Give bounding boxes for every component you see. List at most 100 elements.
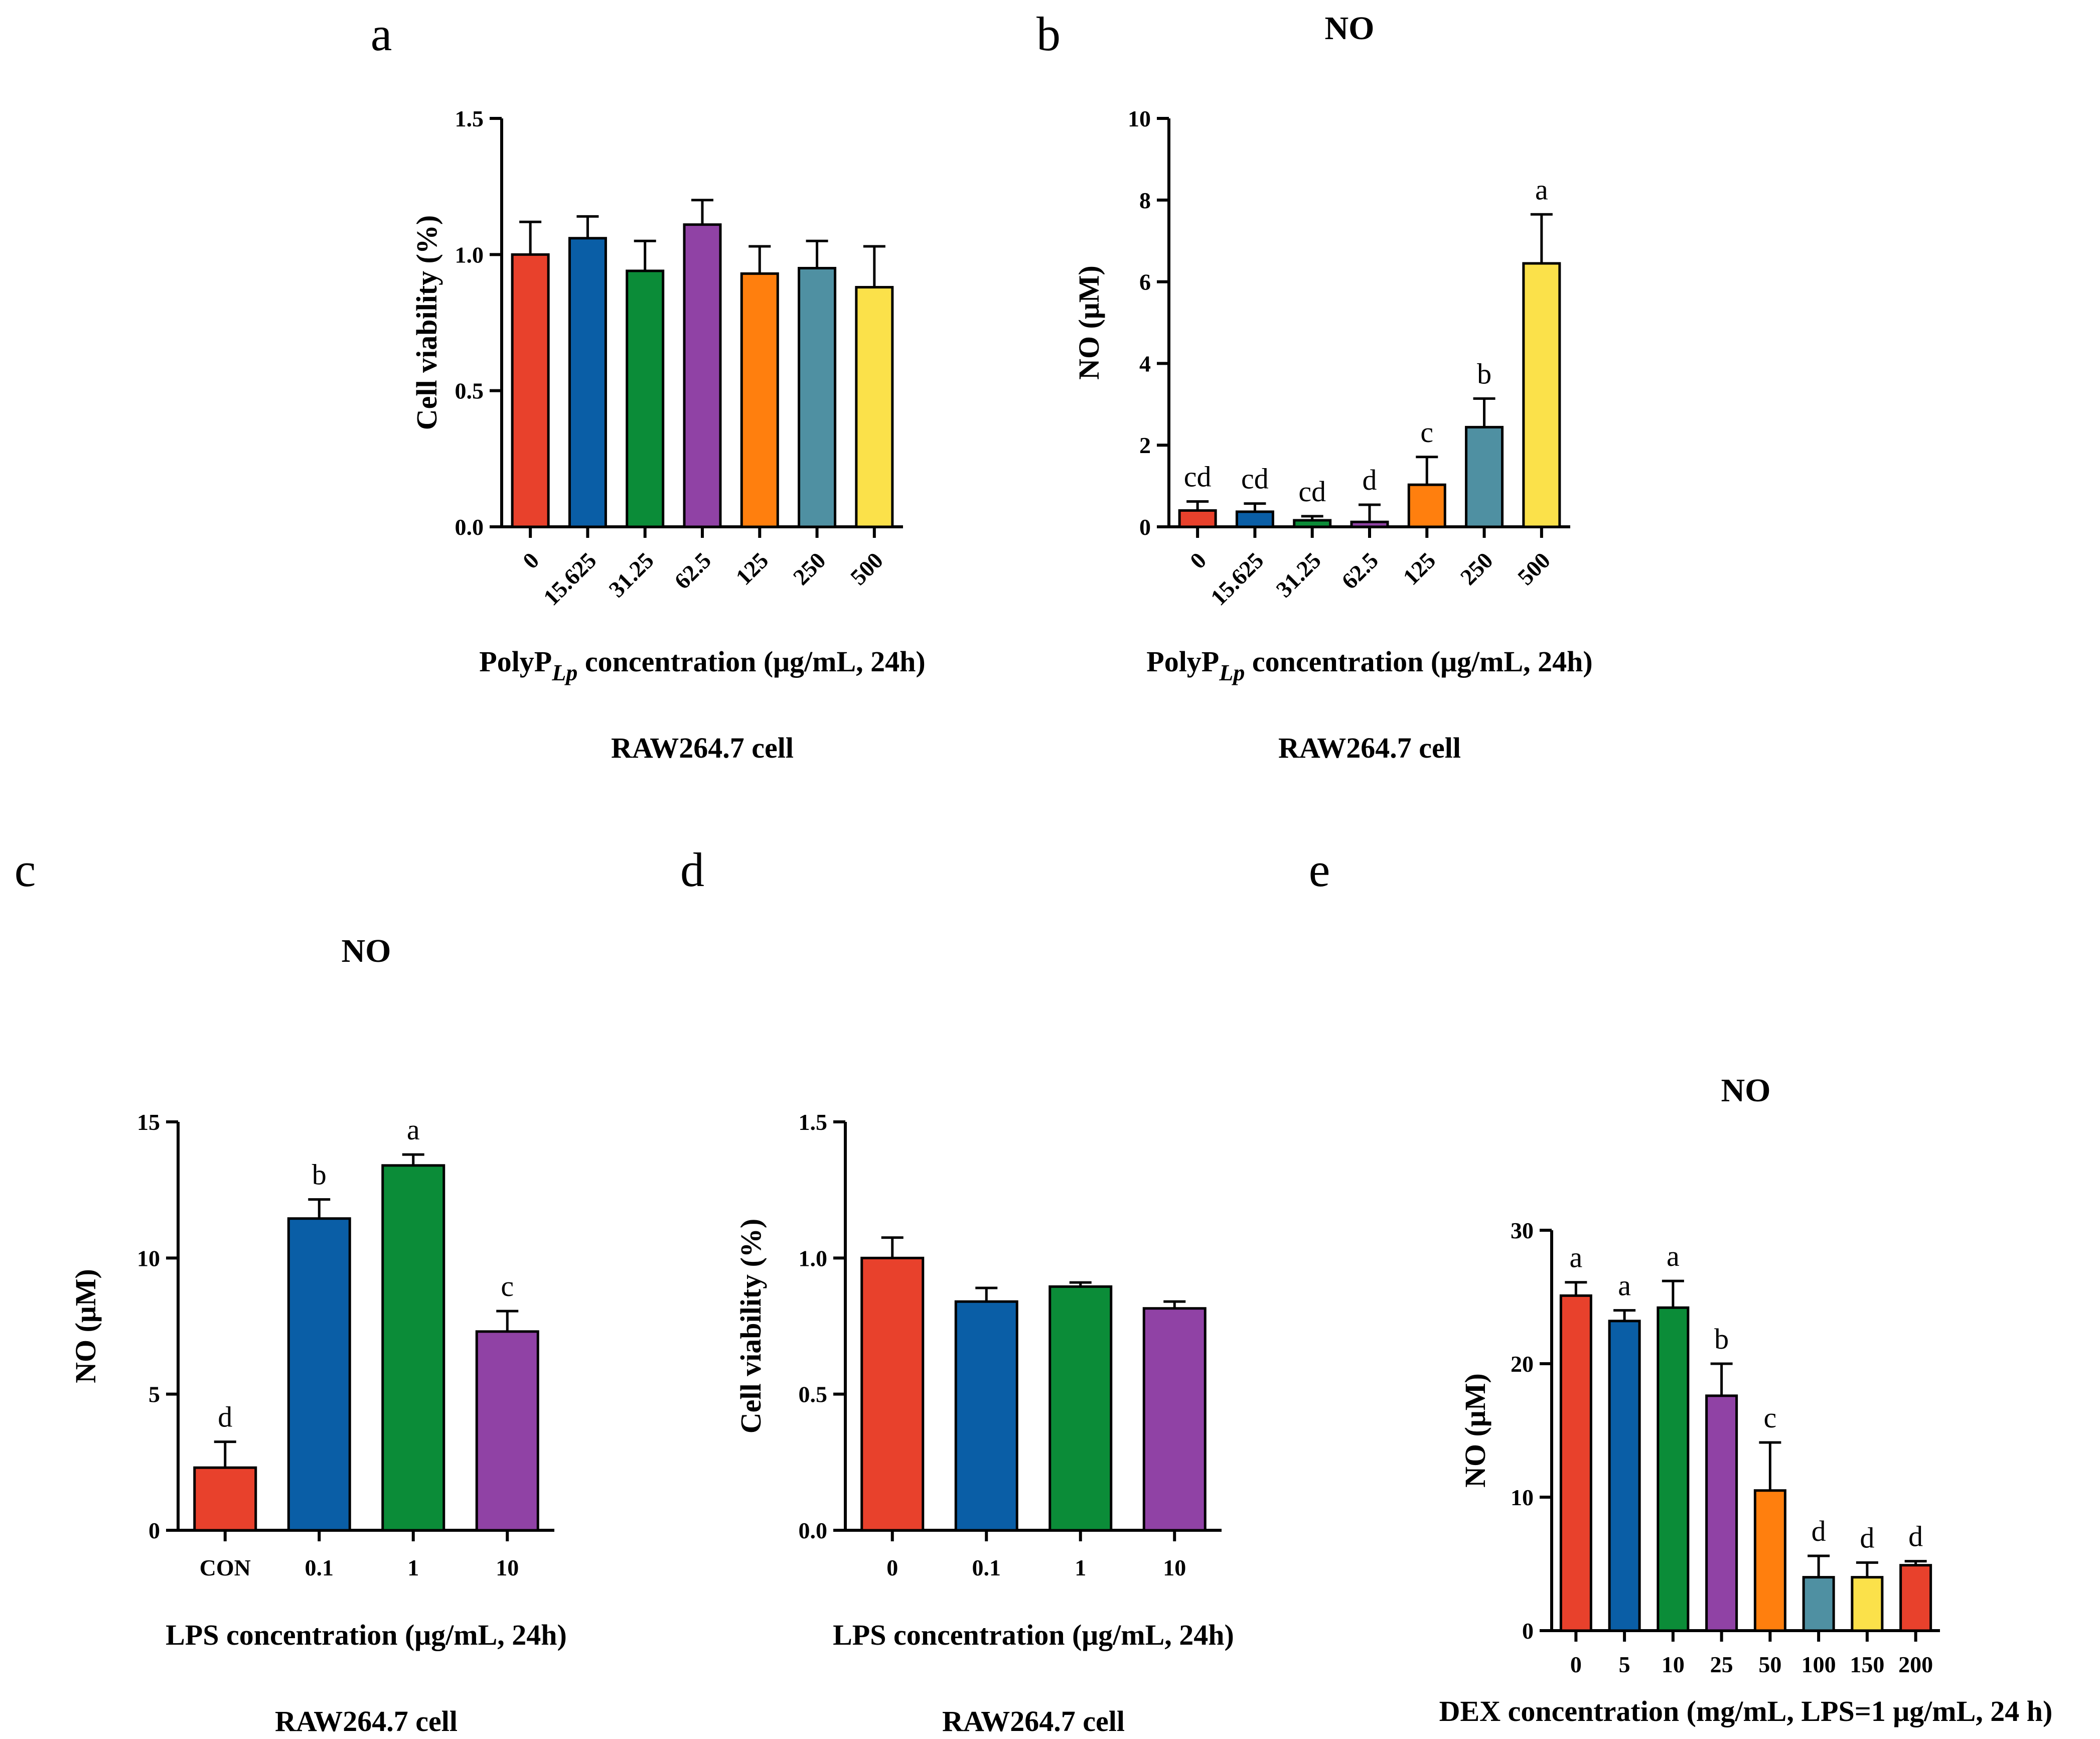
bar-500 — [1522, 262, 1561, 528]
y-tick-label: 10 — [137, 1245, 160, 1271]
bar-0 — [860, 1256, 925, 1532]
bar-15.625 — [1235, 510, 1274, 528]
x-tick-label: 50 — [1758, 1652, 1781, 1677]
y-axis-label: Cell viability (%) — [734, 1219, 767, 1434]
y-tick-label: 0.5 — [799, 1382, 828, 1407]
x-tick-label: 200 — [1898, 1652, 1933, 1677]
x-tick-label: 10 — [1662, 1652, 1685, 1677]
bar-200 — [1899, 1564, 1932, 1632]
bar-1 — [381, 1164, 445, 1532]
panel-a: a 0.0 0.5 1.0 1.5 015.625 31.25 62.5 125 250 500 Ce… — [371, 7, 926, 764]
x-tick-label: 0 — [886, 1555, 898, 1580]
y-tick-label: 0 — [1139, 514, 1151, 540]
bar-25 — [1705, 1394, 1738, 1632]
y-tick-label: 8 — [1139, 188, 1151, 213]
bar-CON — [193, 1466, 257, 1532]
y-axis-label: NO (μM) — [1459, 1373, 1491, 1488]
x-tick-label: 0.1 — [305, 1555, 334, 1580]
bar-62.5 — [683, 223, 722, 528]
y-tick-label: 1.0 — [799, 1245, 828, 1271]
significance-label: b — [1477, 357, 1491, 390]
bar-62.5 — [1350, 520, 1389, 528]
x-tick-label: 0 — [1570, 1652, 1582, 1677]
x-tick-label: 150 — [1850, 1652, 1884, 1677]
significance-label: b — [1714, 1323, 1729, 1355]
x-tick-label: 0 — [518, 547, 544, 573]
chart-title: NO — [342, 933, 391, 969]
bar-10 — [1657, 1306, 1690, 1632]
x-axis-label-suffix: concentration (μg/mL, 24h) — [577, 645, 925, 678]
bar-10 — [1142, 1307, 1207, 1532]
x-tick-label: 1 — [1075, 1555, 1086, 1580]
significance-label: a — [1667, 1240, 1680, 1272]
panel-letter: a — [371, 7, 392, 61]
x-axis-label: LPS concentration (μg/mL, 24h) — [833, 1619, 1234, 1651]
y-axis-label: NO (μM) — [1073, 265, 1105, 380]
x-tick-label: 1 — [407, 1555, 419, 1580]
y-axis-label: NO (μM) — [69, 1269, 102, 1383]
x-tick-label: 15.625 — [1206, 547, 1269, 611]
x-tick-label: 10 — [496, 1555, 519, 1580]
cell-label: RAW264.7 cell — [611, 732, 794, 764]
significance-label: c — [1764, 1401, 1777, 1434]
bar-250 — [1465, 425, 1504, 528]
x-axis-label-prefix: PolyP — [1146, 645, 1219, 678]
chart-title: NO — [1325, 10, 1375, 47]
panel-d: d 0.0 0.5 1.0 1.5 0 0.1 1 10 Cell viability (%) LP… — [680, 843, 1234, 1737]
x-tick-label: 62.5 — [669, 547, 716, 594]
y-tick-label: 10 — [1511, 1485, 1534, 1510]
bar-0.1 — [287, 1217, 351, 1532]
bar-31.25 — [1293, 519, 1332, 528]
panel-c: c NO 0 5 10 15 CON d 0.1 b 1 a 10 c NO (μM) LPS concent… — [15, 843, 567, 1737]
y-axis-label: Cell viability (%) — [410, 215, 443, 430]
significance-label: a — [1618, 1269, 1631, 1302]
x-tick-label: 250 — [788, 547, 831, 590]
panel-b: b NO 0 2 4 6 8 10 0 cd 15.625 cd 31.25 cd 62.5 d 125 c 250… — [1036, 7, 1593, 764]
y-tick-label: 6 — [1139, 269, 1151, 295]
x-tick-label: 31.25 — [604, 547, 659, 602]
bar-100 — [1802, 1576, 1835, 1632]
significance-label: a — [1535, 173, 1548, 206]
panel-letter: d — [680, 843, 704, 897]
bar-15.625 — [568, 237, 607, 528]
bar-50 — [1753, 1489, 1786, 1632]
panel-e: e NO 0 10 20 30 0 a 5 a 10 a 25 b 50 c 100 d 150 d 200 d NO (μ… — [1309, 843, 2053, 1727]
significance-label: d — [1812, 1515, 1826, 1547]
x-tick-label: 31.25 — [1271, 547, 1326, 602]
significance-label: b — [312, 1158, 327, 1191]
bar-250 — [798, 266, 837, 528]
x-tick-label: 0.1 — [972, 1555, 1001, 1580]
bar-10 — [475, 1330, 539, 1532]
bar-0 — [1178, 509, 1217, 528]
panel-letter: b — [1036, 7, 1061, 61]
y-tick-label: 1.0 — [455, 242, 484, 267]
x-tick-label: 15.625 — [538, 547, 602, 611]
chart-title: NO — [1721, 1072, 1771, 1109]
cell-label: RAW264.7 cell — [275, 1705, 458, 1737]
x-tick-label: 5 — [1619, 1652, 1630, 1677]
panel-letter: e — [1309, 843, 1330, 897]
x-axis-label: PolyPLp concentration (μg/mL, 24h) — [479, 645, 925, 685]
significance-label: d — [1363, 464, 1377, 496]
bar-125 — [740, 272, 779, 528]
bar-0 — [1559, 1294, 1592, 1632]
significance-label: cd — [1298, 475, 1326, 508]
bar-1 — [1048, 1285, 1113, 1532]
bar-0 — [511, 253, 550, 528]
bar-125 — [1407, 483, 1446, 528]
significance-label: a — [1570, 1241, 1583, 1274]
x-axis-label: LPS concentration (μg/mL, 24h) — [166, 1619, 567, 1651]
significance-label: d — [1860, 1521, 1874, 1554]
x-tick-label: 25 — [1710, 1652, 1733, 1677]
y-tick-label: 0 — [148, 1518, 160, 1543]
y-tick-label: 5 — [148, 1382, 160, 1407]
x-axis-label: PolyPLp concentration (μg/mL, 24h) — [1146, 645, 1592, 685]
x-axis-label-subscript: Lp — [1219, 660, 1245, 685]
significance-label: a — [407, 1113, 420, 1146]
x-tick-label: 250 — [1455, 547, 1498, 590]
y-tick-label: 1.5 — [799, 1109, 828, 1135]
cell-label: RAW264.7 cell — [942, 1705, 1125, 1737]
y-tick-label: 0.0 — [455, 514, 484, 540]
x-tick-label: 125 — [1398, 547, 1441, 590]
x-tick-label: 0 — [1185, 547, 1211, 573]
